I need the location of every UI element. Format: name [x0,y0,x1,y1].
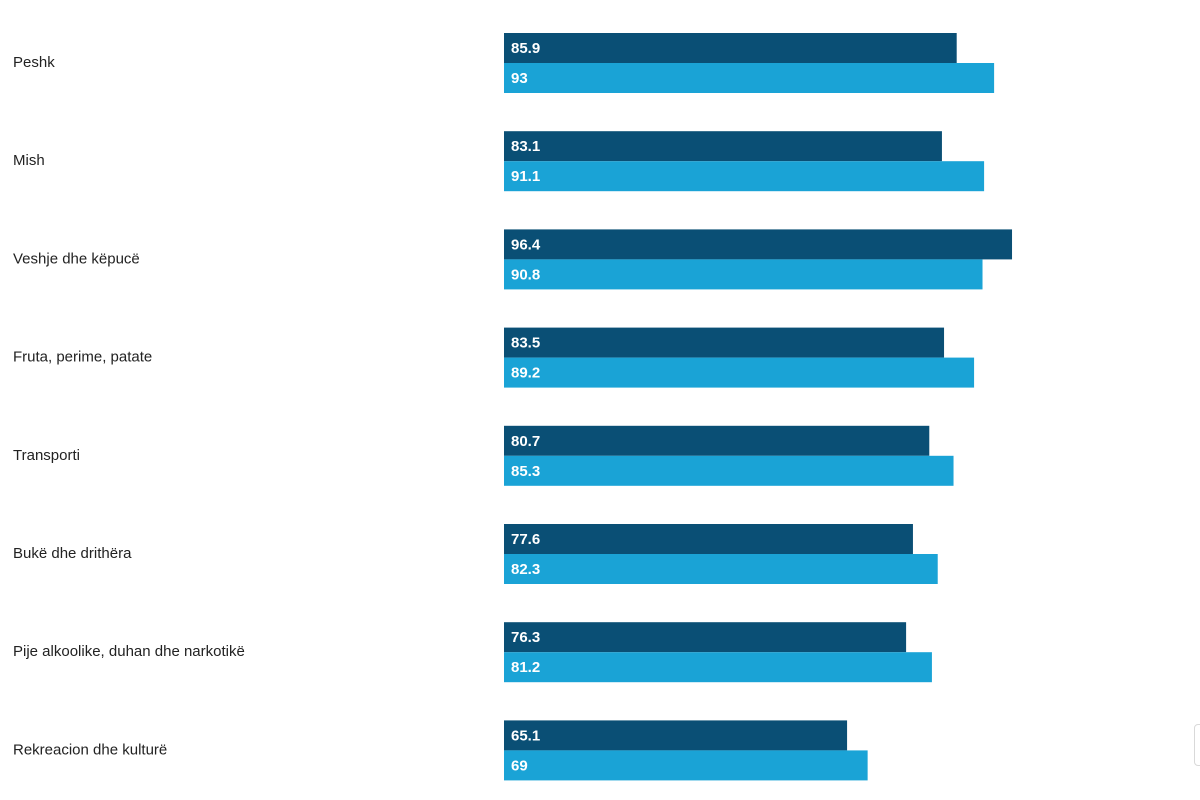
category-label: Rekreacion dhe kulturë [13,741,167,758]
bar [504,327,945,358]
bar-group: Fruta, perime, patate 83.5 89.2 [13,327,975,388]
scroll-handle[interactable] [1194,724,1200,766]
data-label: 89.2 [511,365,540,382]
bar [504,33,957,63]
bar [504,720,848,751]
data-label: 91.1 [511,168,540,185]
bar-group: Transporti 80.7 85.3 [13,425,954,486]
bar-group: Bukë dhe drithëra 77.6 82.3 [13,524,938,584]
bar [504,259,983,290]
bar [504,455,954,486]
data-label: 90.8 [511,266,540,283]
bar [504,357,975,388]
bar [504,425,930,456]
data-label: 80.7 [511,433,540,450]
bar [504,652,932,683]
bar [504,622,907,653]
bar [504,229,1013,260]
data-label: 93 [511,70,528,87]
data-label: 83.1 [511,138,540,155]
data-label: 83.5 [511,335,540,352]
bar-group: Mish 83.1 91.1 [13,131,985,192]
category-label: Pije alkoolike, duhan dhe narkotikë [13,643,245,660]
bar [504,161,985,192]
bar-group: Pije alkoolike, duhan dhe narkotikë 76.3 8… [13,622,932,683]
data-label: 77.6 [511,531,540,548]
bar-group: Veshje dhe këpucë 96.4 90.8 [13,229,1013,290]
bar [504,63,995,93]
bar [504,750,868,781]
bar [504,524,913,554]
bar-group: Rekreacion dhe kulturë 65.1 69 [13,720,868,781]
category-label: Mish [13,152,45,169]
data-label: 76.3 [511,629,540,646]
data-label: 82.3 [511,561,540,578]
category-label: Transporti [13,447,80,464]
category-label: Fruta, perime, patate [13,349,152,366]
data-label: 85.3 [511,463,540,480]
data-label: 69 [511,757,528,774]
data-label: 96.4 [511,236,541,253]
category-label: Bukë dhe drithëra [13,545,132,562]
bar [504,554,938,584]
data-label: 65.1 [511,727,540,744]
category-label: Veshje dhe këpucë [13,250,140,267]
data-label: 81.2 [511,659,540,676]
bar-group: Peshk 85.9 93 [13,33,995,93]
data-label: 85.9 [511,40,540,57]
bar [504,131,942,162]
category-label: Peshk [13,54,55,71]
